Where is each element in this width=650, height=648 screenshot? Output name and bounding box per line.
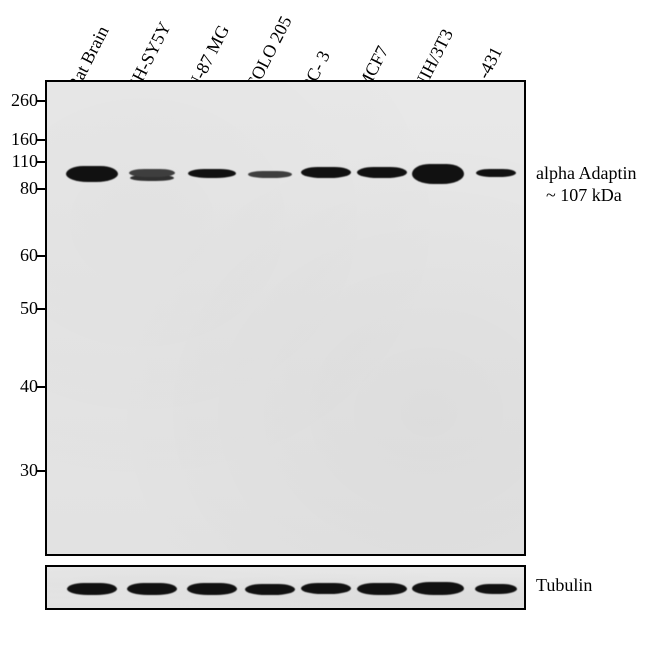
tubulin-band bbox=[67, 583, 117, 595]
tubulin-band bbox=[127, 583, 177, 595]
tubulin-band bbox=[301, 583, 351, 594]
mw-tick bbox=[37, 100, 45, 102]
mw-tick bbox=[37, 308, 45, 310]
tubulin-band bbox=[475, 584, 517, 594]
target-annotation-line1: alpha Adaptin bbox=[536, 163, 636, 184]
mw-tick bbox=[37, 255, 45, 257]
target-band bbox=[129, 169, 175, 177]
target-band bbox=[357, 167, 407, 178]
target-band bbox=[66, 166, 118, 182]
tubulin-band bbox=[412, 582, 464, 595]
mw-label: 30 bbox=[4, 460, 38, 481]
mw-label: 110 bbox=[4, 151, 38, 172]
mw-label: 80 bbox=[4, 178, 38, 199]
target-band bbox=[412, 164, 464, 184]
target-annotation-line2: ~ 107 kDa bbox=[546, 185, 622, 206]
mw-tick bbox=[37, 161, 45, 163]
tubulin-band bbox=[357, 583, 407, 595]
tubulin-band bbox=[245, 584, 295, 595]
mw-label: 260 bbox=[4, 90, 38, 111]
target-band bbox=[476, 169, 516, 177]
mw-label: 40 bbox=[4, 376, 38, 397]
membrane-background bbox=[47, 82, 524, 554]
target-band bbox=[188, 169, 236, 178]
main-blot-panel bbox=[45, 80, 526, 556]
mw-tick bbox=[37, 139, 45, 141]
mw-label: 50 bbox=[4, 298, 38, 319]
tubulin-annotation: Tubulin bbox=[536, 575, 592, 596]
mw-label: 160 bbox=[4, 129, 38, 150]
mw-tick bbox=[37, 188, 45, 190]
mw-tick bbox=[37, 470, 45, 472]
tubulin-panel bbox=[45, 565, 526, 610]
target-band bbox=[301, 167, 351, 178]
mw-label: 60 bbox=[4, 245, 38, 266]
target-band bbox=[248, 171, 292, 178]
tubulin-band bbox=[187, 583, 237, 595]
mw-tick bbox=[37, 386, 45, 388]
